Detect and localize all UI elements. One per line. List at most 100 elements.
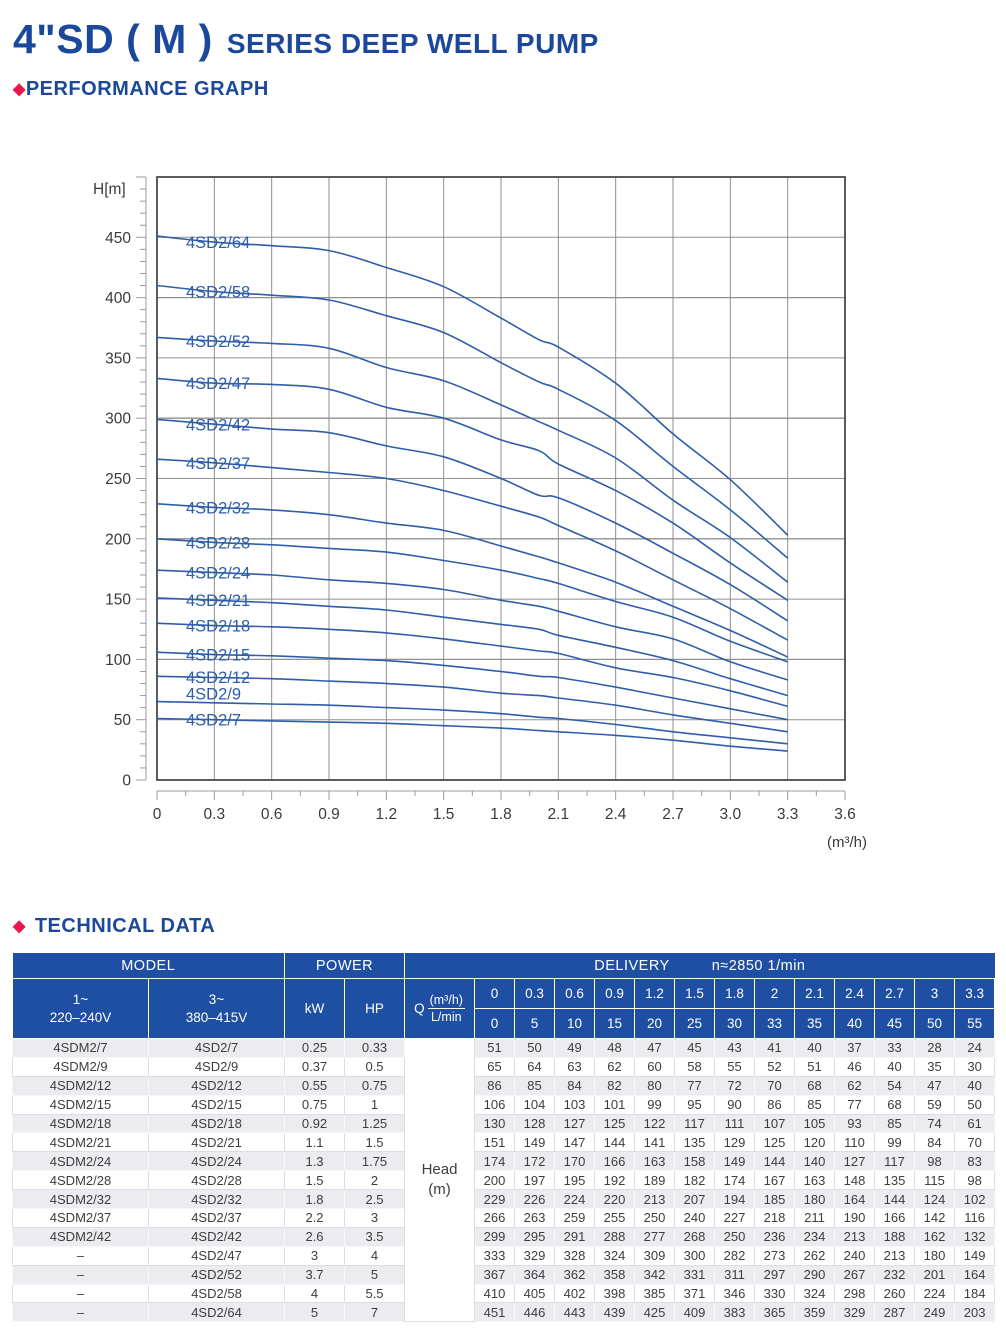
x-tick-label: 2.7 bbox=[662, 806, 684, 823]
head-value-cell-0: 367 bbox=[474, 1264, 516, 1285]
hp-cell: 0.75 bbox=[344, 1075, 406, 1096]
head-value-cell-10: 117 bbox=[874, 1151, 916, 1172]
page-title: 4"SD ( M ) SERIES DEEP WELL PUMP bbox=[13, 16, 599, 63]
head-value-cell-9: 148 bbox=[834, 1170, 876, 1191]
head-value-cell-11: 98 bbox=[914, 1151, 956, 1172]
y-tick-label: 100 bbox=[105, 652, 131, 669]
pump-curve-4SD2-64 bbox=[156, 235, 789, 536]
x-tick-label: 0.3 bbox=[204, 806, 226, 823]
head-value-cell-8: 290 bbox=[794, 1264, 836, 1285]
head-value-cell-6: 227 bbox=[714, 1208, 756, 1228]
x-tick-label: 2.4 bbox=[605, 806, 627, 823]
head-value-cell-8: 140 bbox=[794, 1151, 836, 1172]
table-row-4SD2-12: 4SDM2/12 4SD2/12 0.55 0.75 86 85 84 82 80 77 72 70 6… bbox=[12, 1075, 996, 1096]
flow-m3h-col-3: 0.9 bbox=[594, 978, 636, 1009]
head-value-cell-3: 288 bbox=[594, 1226, 636, 1247]
head-value-cell-7: 365 bbox=[754, 1302, 796, 1323]
model-1ph-cell: – bbox=[12, 1283, 149, 1304]
head-unit-line1: Head bbox=[421, 1160, 458, 1178]
head-value-cell-2: 195 bbox=[554, 1170, 596, 1191]
kw-cell: 2.2 bbox=[284, 1208, 346, 1228]
y-tick-label: 200 bbox=[105, 531, 131, 548]
performance-graph-heading: ◆PERFORMANCE GRAPH bbox=[13, 78, 269, 101]
x-tick-label: 3.6 bbox=[834, 806, 856, 823]
pump-curve-4SD2-9 bbox=[156, 700, 788, 745]
head-value-cell-11: 142 bbox=[914, 1208, 956, 1228]
y-tick-label: 250 bbox=[105, 471, 131, 488]
head-value-cell-0: 51 bbox=[474, 1038, 516, 1058]
y-tick-label: 150 bbox=[105, 592, 131, 609]
head-value-cell-0: 106 bbox=[474, 1094, 516, 1115]
head-value-cell-5: 300 bbox=[674, 1245, 716, 1266]
head-value-cell-10: 54 bbox=[874, 1075, 916, 1096]
kw-cell: 3 bbox=[284, 1245, 346, 1266]
pump-curve-4SD2-7 bbox=[156, 717, 788, 752]
phase1-line2: 220–240V bbox=[49, 1009, 112, 1025]
curve-label-4SD2-15: 4SD2/15 bbox=[186, 646, 250, 664]
technical-data-label: TECHNICAL DATA bbox=[34, 915, 216, 937]
head-value-cell-3: 125 bbox=[594, 1113, 636, 1134]
model-3ph-cell: 4SD2/18 bbox=[147, 1113, 286, 1134]
table-row-4SD2-24: 4SDM2/24 4SD2/24 1.3 1.75 174 172 170 166 163 158… bbox=[12, 1151, 996, 1172]
head-value-cell-11: 47 bbox=[914, 1075, 956, 1096]
model-1ph-cell: 4SDM2/7 bbox=[12, 1038, 149, 1058]
hp-cell: 4 bbox=[344, 1245, 406, 1266]
table-row-4SD2-64: –4SD2/64 5 7 451 446 443 439 425 409 383 365 359 329… bbox=[12, 1302, 996, 1323]
head-value-cell-3: 220 bbox=[594, 1189, 636, 1210]
head-value-cell-3: 62 bbox=[594, 1056, 636, 1077]
flow-q-header: Q (m³/h) L/min bbox=[404, 978, 476, 1039]
model-1ph-cell: 4SDM2/21 bbox=[12, 1132, 149, 1153]
head-value-cell-3: 166 bbox=[594, 1151, 636, 1172]
head-value-cell-8: 180 bbox=[794, 1189, 836, 1210]
model-3ph-cell: 4SD2/28 bbox=[147, 1170, 286, 1191]
flow-m3h-col-11: 3 bbox=[914, 978, 956, 1009]
head-value-cell-4: 425 bbox=[634, 1302, 676, 1323]
head-value-cell-2: 402 bbox=[554, 1283, 596, 1304]
kw-cell: 1.1 bbox=[284, 1132, 346, 1153]
head-value-cell-4: 385 bbox=[634, 1283, 676, 1304]
head-value-cell-11: 35 bbox=[914, 1056, 956, 1077]
curve-label-4SD2-28: 4SD2/28 bbox=[186, 534, 250, 552]
head-value-cell-5: 135 bbox=[674, 1132, 716, 1153]
head-value-cell-11: 74 bbox=[914, 1113, 956, 1134]
head-value-cell-6: 55 bbox=[714, 1056, 756, 1077]
plot-border bbox=[156, 176, 846, 781]
model-1ph-cell: 4SDM2/15 bbox=[12, 1094, 149, 1115]
curve-label-4SD2-21: 4SD2/21 bbox=[186, 592, 250, 610]
head-value-cell-12: 61 bbox=[954, 1113, 996, 1134]
head-value-cell-5: 331 bbox=[674, 1264, 716, 1285]
head-value-cell-7: 70 bbox=[754, 1075, 796, 1096]
pump-curve-4SD2-24 bbox=[156, 569, 788, 681]
x-tick-label: 1.5 bbox=[433, 806, 455, 823]
head-value-cell-12: 83 bbox=[954, 1151, 996, 1172]
head-value-cell-0: 65 bbox=[474, 1056, 516, 1077]
q-unit-lmin: L/min bbox=[430, 1010, 462, 1024]
flow-lmin-col-11: 50 bbox=[914, 1008, 956, 1039]
table-row-4SD2-32: 4SDM2/32 4SD2/32 1.8 2.5 229 226 224 220 213 207 1… bbox=[12, 1189, 996, 1210]
hp-cell: 1.5 bbox=[344, 1132, 406, 1153]
head-value-cell-4: 277 bbox=[634, 1226, 676, 1247]
kw-cell: 5 bbox=[284, 1302, 346, 1323]
head-value-cell-2: 63 bbox=[554, 1056, 596, 1077]
head-value-cell-5: 58 bbox=[674, 1056, 716, 1077]
head-value-cell-8: 234 bbox=[794, 1226, 836, 1247]
head-value-cell-10: 68 bbox=[874, 1094, 916, 1115]
hp-cell: 3 bbox=[344, 1208, 406, 1228]
head-value-cell-1: 50 bbox=[514, 1038, 556, 1058]
head-value-cell-0: 266 bbox=[474, 1208, 516, 1228]
head-value-cell-1: 405 bbox=[514, 1283, 556, 1304]
pump-curve-4SD2-42 bbox=[156, 418, 789, 622]
head-value-cell-11: 224 bbox=[914, 1283, 956, 1304]
head-value-cell-0: 299 bbox=[474, 1226, 516, 1247]
head-value-cell-12: 24 bbox=[954, 1038, 996, 1058]
head-value-cell-6: 43 bbox=[714, 1038, 756, 1058]
speed-label: n≈2850 1/min bbox=[711, 957, 806, 974]
head-value-cell-10: 232 bbox=[874, 1264, 916, 1285]
head-value-cell-8: 163 bbox=[794, 1170, 836, 1191]
head-value-cell-6: 311 bbox=[714, 1264, 756, 1285]
head-value-cell-6: 174 bbox=[714, 1170, 756, 1191]
table-row-4SD2-7: 4SDM2/7 4SD2/7 0.25 0.33 Head (m) 51 50 49 48 47 45… bbox=[12, 1037, 996, 1323]
head-value-cell-2: 259 bbox=[554, 1208, 596, 1228]
head-value-cell-1: 329 bbox=[514, 1245, 556, 1266]
head-value-cell-3: 192 bbox=[594, 1170, 636, 1191]
